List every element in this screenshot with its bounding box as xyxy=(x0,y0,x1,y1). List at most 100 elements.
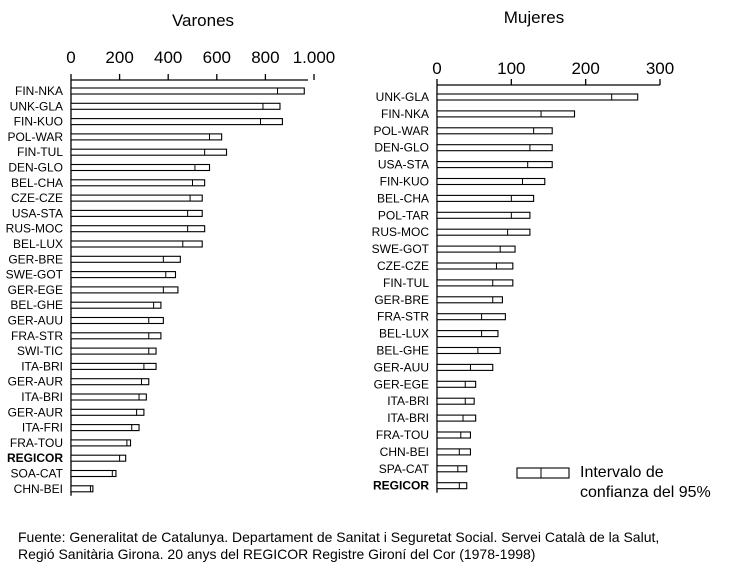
category-label: CHN-BEI xyxy=(14,482,63,496)
category-label: FIN-KUO xyxy=(380,175,429,189)
ci-bar xyxy=(70,286,179,294)
category-label: ITA-BRI xyxy=(387,394,429,408)
ci-bar xyxy=(70,255,181,263)
category-label: REGICOR xyxy=(7,451,63,465)
x-tick-label: 200 xyxy=(105,48,133,67)
ci-bar xyxy=(436,330,499,338)
category-label: BEL-GHE xyxy=(10,298,63,312)
category-label: ITA-BRI xyxy=(387,411,429,425)
ci-bar xyxy=(436,313,506,321)
category-label: BEL-LUX xyxy=(379,327,429,341)
source-line-1: Fuente: Generalitat de Catalunya. Depart… xyxy=(18,529,659,545)
ci-bar xyxy=(70,133,223,141)
ci-bar xyxy=(436,194,535,202)
category-label: BEL-GHE xyxy=(376,344,429,358)
category-label: GER-AUR xyxy=(8,375,64,389)
category-label: GER-AUU xyxy=(8,314,63,328)
ci-bar xyxy=(70,454,127,462)
category-label: ITA-BRI xyxy=(21,390,63,404)
category-label: CHN-BEI xyxy=(380,445,429,459)
x-tick-label: 100 xyxy=(497,59,525,78)
ci-bar xyxy=(70,271,177,279)
category-label: FIN-TUL xyxy=(383,276,429,290)
category-label: FIN-TUL xyxy=(17,145,63,159)
ci-bar xyxy=(70,378,150,386)
ci-bar xyxy=(70,148,228,156)
category-label: UNK-GLA xyxy=(376,90,429,104)
category-label: GER-BRE xyxy=(8,252,63,266)
category-label: UNK-GLA xyxy=(10,99,63,113)
ci-bar xyxy=(70,439,132,447)
category-label: GER-EGE xyxy=(374,377,429,391)
ci-bar xyxy=(70,316,164,325)
category-label: FRA-STR xyxy=(11,329,63,343)
ci-bar xyxy=(436,414,477,422)
x-tick-label: 0 xyxy=(432,59,441,78)
category-label: POL-WAR xyxy=(7,130,63,144)
category-label: FRA-TOU xyxy=(10,436,63,450)
category-label: SWE-GOT xyxy=(372,242,430,256)
ci-bar xyxy=(436,482,468,490)
varones-panel: Varones 0 200 400 600 800 1.000 FIN-NKAUNK-GL… xyxy=(6,11,336,496)
ci-bar xyxy=(70,332,162,340)
category-label: SWE-GOT xyxy=(6,268,64,282)
ci-bar xyxy=(70,301,162,309)
category-label: FRA-STR xyxy=(377,310,429,324)
ci-bar xyxy=(436,465,468,473)
category-label: GER-EGE xyxy=(8,283,63,297)
ci-bar xyxy=(70,194,203,202)
category-label: GER-AUR xyxy=(8,405,64,419)
ci-bar xyxy=(436,279,514,287)
category-label: FIN-NKA xyxy=(381,107,429,121)
ci-bar xyxy=(436,397,475,405)
ci-bar xyxy=(436,380,477,388)
mujeres-panel: Mujeres 0 100 200 300 UNK-GLA FIN-NKA POL-WAR… xyxy=(372,8,674,493)
category-label: REGICOR xyxy=(373,479,429,493)
ci-bar xyxy=(70,362,157,370)
category-label: FIN-KUO xyxy=(14,115,63,129)
ci-bar xyxy=(436,177,546,186)
category-label: POL-TAR xyxy=(378,208,429,222)
legend-text-line2: confianza del 95% xyxy=(580,484,711,501)
legend-text-line1: Intervalo de xyxy=(580,464,664,481)
legend-swatch xyxy=(516,467,570,479)
category-label: CZE-CZE xyxy=(11,191,63,205)
ci-bar xyxy=(70,179,206,187)
source-line-2: Regió Sanitària Girona. 20 anys del REGI… xyxy=(18,546,535,562)
category-label: FRA-TOU xyxy=(376,428,429,442)
x-tick-label: 400 xyxy=(154,48,182,67)
ci-bar xyxy=(436,262,514,270)
category-label: ITA-FRI xyxy=(22,421,63,435)
category-label: BEL-LUX xyxy=(13,237,63,251)
mujeres-title: Mujeres xyxy=(504,8,564,27)
x-tick-label: 1.000 xyxy=(293,48,336,67)
ci-bar xyxy=(70,209,203,217)
ci-bar xyxy=(70,347,157,355)
category-label: BEL-CHA xyxy=(11,176,63,190)
legend: Intervalo de confianza del 95% xyxy=(516,464,711,501)
x-tick-label: 600 xyxy=(203,48,231,67)
ci-bar xyxy=(70,485,94,493)
category-label: USA-STA xyxy=(378,158,429,172)
category-label: SWI-TIC xyxy=(17,344,63,358)
category-label: RUS-MOC xyxy=(372,225,430,239)
ci-bar xyxy=(436,110,576,118)
x-tick-label: 300 xyxy=(646,59,674,78)
category-label: RUS-MOC xyxy=(6,222,64,236)
ci-bar xyxy=(436,161,553,169)
ci-bar xyxy=(70,469,117,478)
x-tick-label: 800 xyxy=(251,48,279,67)
ci-bar xyxy=(436,228,531,236)
ci-bar xyxy=(436,431,472,439)
ci-bar xyxy=(70,424,140,432)
category-label: FIN-NKA xyxy=(15,84,63,98)
category-label: USA-STA xyxy=(12,206,63,220)
category-label: CZE-CZE xyxy=(377,259,429,273)
category-label: DEN-GLO xyxy=(374,141,429,155)
category-label: SPA-CAT xyxy=(379,462,430,476)
category-label: GER-BRE xyxy=(374,293,429,307)
ci-bar xyxy=(436,363,494,371)
x-tick-label: 0 xyxy=(66,48,75,67)
ci-bar xyxy=(436,144,553,152)
ci-bar xyxy=(436,296,503,304)
